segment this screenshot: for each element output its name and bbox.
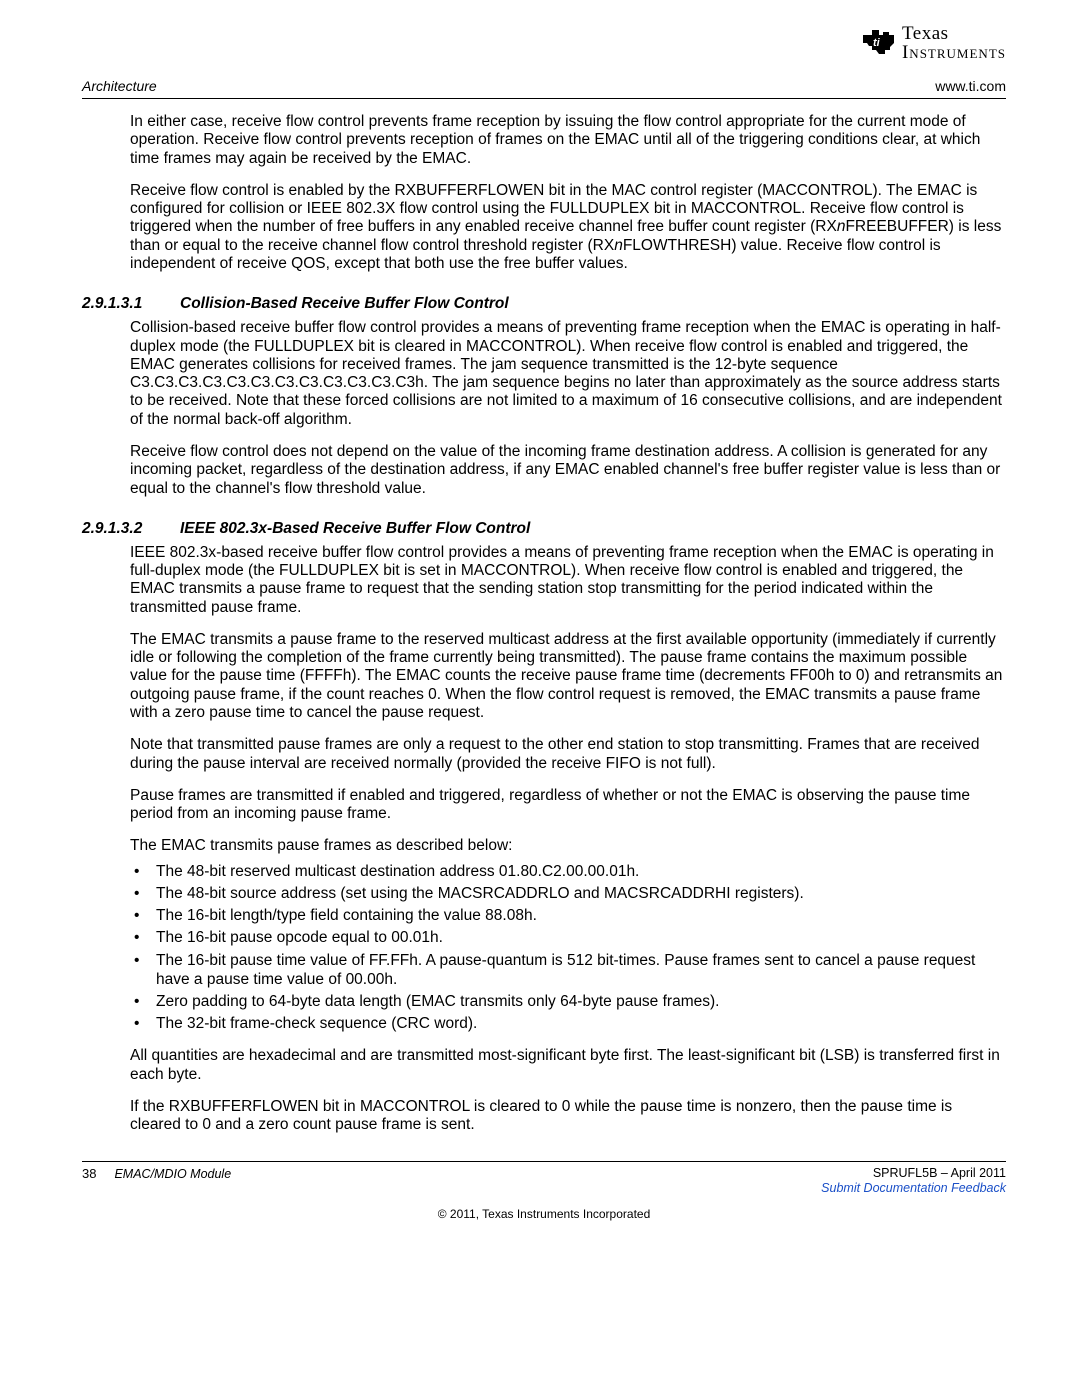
sec2-p5: The EMAC transmits pause frames as descr… [130,837,1006,855]
list-item: The 16-bit pause time value of FF.FFh. A… [130,951,1006,989]
sec1-p2: Receive flow control does not depend on … [130,443,1006,498]
footer-right: SPRUFL5B – April 2011 Submit Documentati… [821,1166,1006,1197]
footer-copyright: © 2011, Texas Instruments Incorporated [82,1207,1006,1221]
sec1-p1: Collision-based receive buffer flow cont… [130,319,1006,429]
content-body: In either case, receive flow control pre… [82,99,1006,1135]
footer-module: EMAC/MDIO Module [114,1167,231,1181]
page-number: 38 [82,1166,96,1181]
page: ti Texas Instruments Architecture www.ti… [0,0,1080,1245]
page-footer: 38 EMAC/MDIO Module SPRUFL5B – April 201… [82,1161,1006,1221]
section-heading-2: 2.9.1.3.2 IEEE 802.3x-Based Receive Buff… [82,520,1006,538]
ti-chip-icon: ti [862,29,896,57]
feedback-link[interactable]: Submit Documentation Feedback [821,1181,1006,1195]
header-section: Architecture [82,78,157,94]
footer-docid: SPRUFL5B – April 2011 [821,1166,1006,1182]
section-1-title: Collision-Based Receive Buffer Flow Cont… [180,295,509,313]
logo-line1: Texas [902,24,1006,43]
list-item: The 32-bit frame-check sequence (CRC wor… [130,1014,1006,1033]
list-item: The 16-bit length/type field containing … [130,906,1006,925]
header-url: www.ti.com [935,78,1006,94]
section-1-number: 2.9.1.3.1 [82,295,160,313]
sec2-p3: Note that transmitted pause frames are o… [130,736,1006,773]
ti-logo-text: Texas Instruments [902,24,1006,62]
pause-frame-bullet-list: The 48-bit reserved multicast destinatio… [130,862,1006,1034]
sec2-p7: If the RXBUFFERFLOWEN bit in MACCONTROL … [130,1098,1006,1135]
list-item: The 16-bit pause opcode equal to 00.01h. [130,928,1006,947]
section-heading-1: 2.9.1.3.1 Collision-Based Receive Buffer… [82,295,1006,313]
list-item: The 48-bit reserved multicast destinatio… [130,862,1006,881]
section-2-title: IEEE 802.3x-Based Receive Buffer Flow Co… [180,520,530,538]
footer-rule [82,1161,1006,1162]
intro-paragraph-1: In either case, receive flow control pre… [130,113,1006,168]
sec2-p2: The EMAC transmits a pause frame to the … [130,631,1006,722]
sec2-p4: Pause frames are transmitted if enabled … [130,787,1006,824]
list-item: The 48-bit source address (set using the… [130,884,1006,903]
svg-text:ti: ti [873,37,881,49]
sec2-p6: All quantities are hexadecimal and are t… [130,1047,1006,1084]
list-item: Zero padding to 64-byte data length (EMA… [130,992,1006,1011]
intro-paragraph-2: Receive flow control is enabled by the R… [130,182,1006,273]
footer-left: 38 EMAC/MDIO Module [82,1166,231,1197]
section-2-number: 2.9.1.3.2 [82,520,160,538]
footer-row: 38 EMAC/MDIO Module SPRUFL5B – April 201… [82,1166,1006,1197]
sec2-p1: IEEE 802.3x-based receive buffer flow co… [130,544,1006,617]
logo-line2: Instruments [902,43,1006,62]
intro-p2-n2: n [614,237,623,254]
ti-logo: ti Texas Instruments [862,24,1006,62]
running-header: Architecture www.ti.com [82,78,1006,96]
